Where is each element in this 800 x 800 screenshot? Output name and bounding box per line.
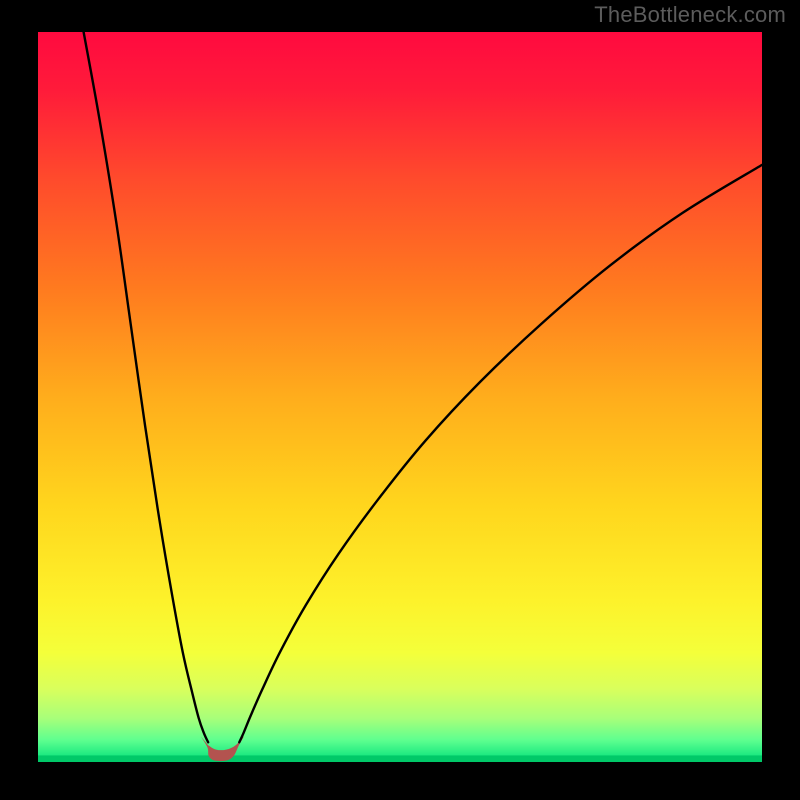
watermark-text: TheBottleneck.com (594, 2, 786, 28)
bottleneck-chart (0, 0, 800, 800)
baseline-band (38, 755, 762, 762)
plot-background-gradient (38, 32, 762, 762)
chart-stage: TheBottleneck.com (0, 0, 800, 800)
